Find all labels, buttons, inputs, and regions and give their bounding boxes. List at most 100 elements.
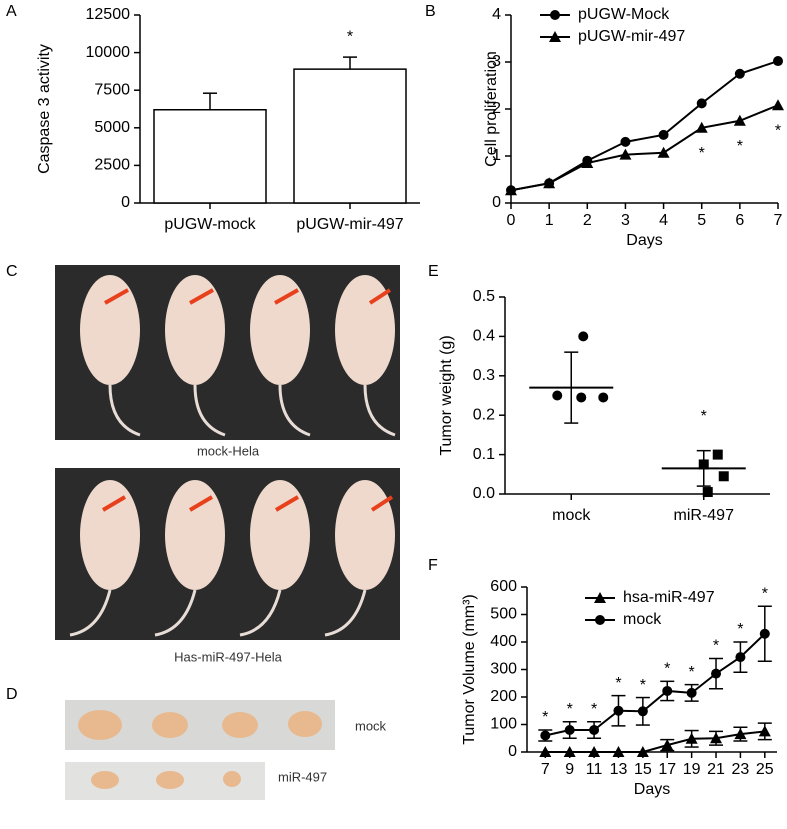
y-tick-label: 500 (490, 606, 517, 623)
point (581, 157, 594, 169)
point (563, 746, 576, 757)
y-tick-label: 2500 (94, 157, 130, 174)
significance: * (775, 122, 781, 139)
x-tick-label: mock (552, 507, 591, 524)
x-tick-label: miR-497 (674, 507, 735, 524)
point (588, 746, 601, 757)
series-line (545, 730, 765, 753)
significance: * (591, 701, 597, 718)
point (619, 148, 632, 160)
point (594, 592, 606, 603)
point (595, 615, 605, 625)
point (576, 392, 587, 403)
point (564, 725, 575, 735)
y-tick-label: 1 (492, 147, 501, 164)
point (685, 732, 698, 744)
x-tick-label: pUGW-mir-497 (296, 216, 403, 233)
series-line (510, 104, 779, 192)
y-tick-label: 0.3 (473, 367, 495, 384)
point (734, 68, 745, 79)
point (505, 184, 517, 196)
significance: * (762, 585, 768, 602)
y-tick-label: 0 (492, 194, 501, 211)
panel-label: B (425, 3, 436, 20)
y-tick-label: 0 (508, 743, 517, 760)
point (711, 668, 722, 679)
x-tick-label: 2 (583, 212, 592, 229)
photo-caption: mock (355, 718, 387, 733)
x-tick-label: 6 (735, 212, 744, 229)
point (712, 449, 723, 460)
point (550, 10, 560, 20)
y-tick-label: 0.0 (473, 485, 495, 502)
panel-label: F (428, 557, 438, 574)
point (733, 114, 746, 126)
y-axis-label: Cell proliferation (483, 51, 500, 167)
photo-caption: mock-Hela (197, 443, 260, 458)
y-tick-label: 600 (490, 578, 517, 595)
y-tick-label: 0.4 (473, 328, 495, 345)
point (695, 121, 708, 133)
mice-photo (55, 265, 400, 640)
x-axis-label: Days (626, 232, 662, 249)
y-tick-label: 12500 (86, 6, 131, 23)
significance: * (615, 675, 621, 692)
y-tick-label: 3 (492, 53, 501, 70)
x-tick-label: 15 (634, 761, 652, 778)
x-tick-label: 11 (586, 761, 603, 778)
y-tick-label: 400 (490, 633, 517, 650)
x-tick-label: 5 (697, 212, 706, 229)
point (772, 99, 784, 111)
point (620, 136, 631, 147)
series-line (545, 633, 766, 737)
significance: * (640, 677, 646, 694)
panel-label: C (6, 263, 18, 280)
legend-label: hsa-miR-497 (623, 589, 715, 606)
x-tick-label: 1 (545, 212, 554, 229)
point (549, 31, 561, 42)
panel-label: E (428, 263, 439, 280)
point (540, 730, 551, 741)
point (702, 487, 713, 498)
panel-label: A (6, 3, 17, 20)
significance: * (542, 709, 548, 726)
point (612, 746, 625, 757)
y-tick-label: 10000 (86, 44, 131, 61)
x-tick-label: 9 (565, 761, 574, 778)
y-tick-label: 200 (490, 688, 517, 705)
x-tick-label: 7 (774, 212, 783, 229)
y-axis-label: Tumor weight (g) (438, 335, 455, 455)
point (773, 56, 783, 67)
photo-caption: Has-miR-497-Hela (174, 649, 282, 664)
y-tick-label: 5000 (94, 119, 130, 136)
point (589, 725, 600, 735)
point (578, 331, 589, 342)
y-tick-label: 0.2 (473, 406, 495, 423)
y-tick-label: 100 (490, 716, 517, 733)
bar (153, 109, 267, 204)
legend-label: pUGW-Mock (578, 6, 670, 23)
x-tick-label: 19 (683, 761, 701, 778)
point (657, 146, 670, 158)
point (662, 685, 673, 696)
legend-label: pUGW-mir-497 (578, 28, 685, 45)
point (661, 739, 674, 751)
x-tick-label: pUGW-mock (164, 216, 256, 233)
significance: * (713, 638, 719, 655)
x-tick-label: 25 (756, 761, 774, 778)
x-tick-label: 3 (621, 212, 630, 229)
x-tick-label: 0 (507, 212, 516, 229)
point (759, 628, 770, 639)
point (758, 725, 771, 737)
point (696, 98, 707, 109)
significance: * (567, 701, 573, 718)
y-tick-label: 4 (492, 6, 501, 23)
point (637, 706, 648, 717)
point (552, 390, 563, 401)
significance: * (347, 28, 353, 45)
point (543, 177, 556, 189)
panel-label: D (6, 686, 18, 703)
point (613, 705, 624, 716)
point (686, 687, 697, 698)
